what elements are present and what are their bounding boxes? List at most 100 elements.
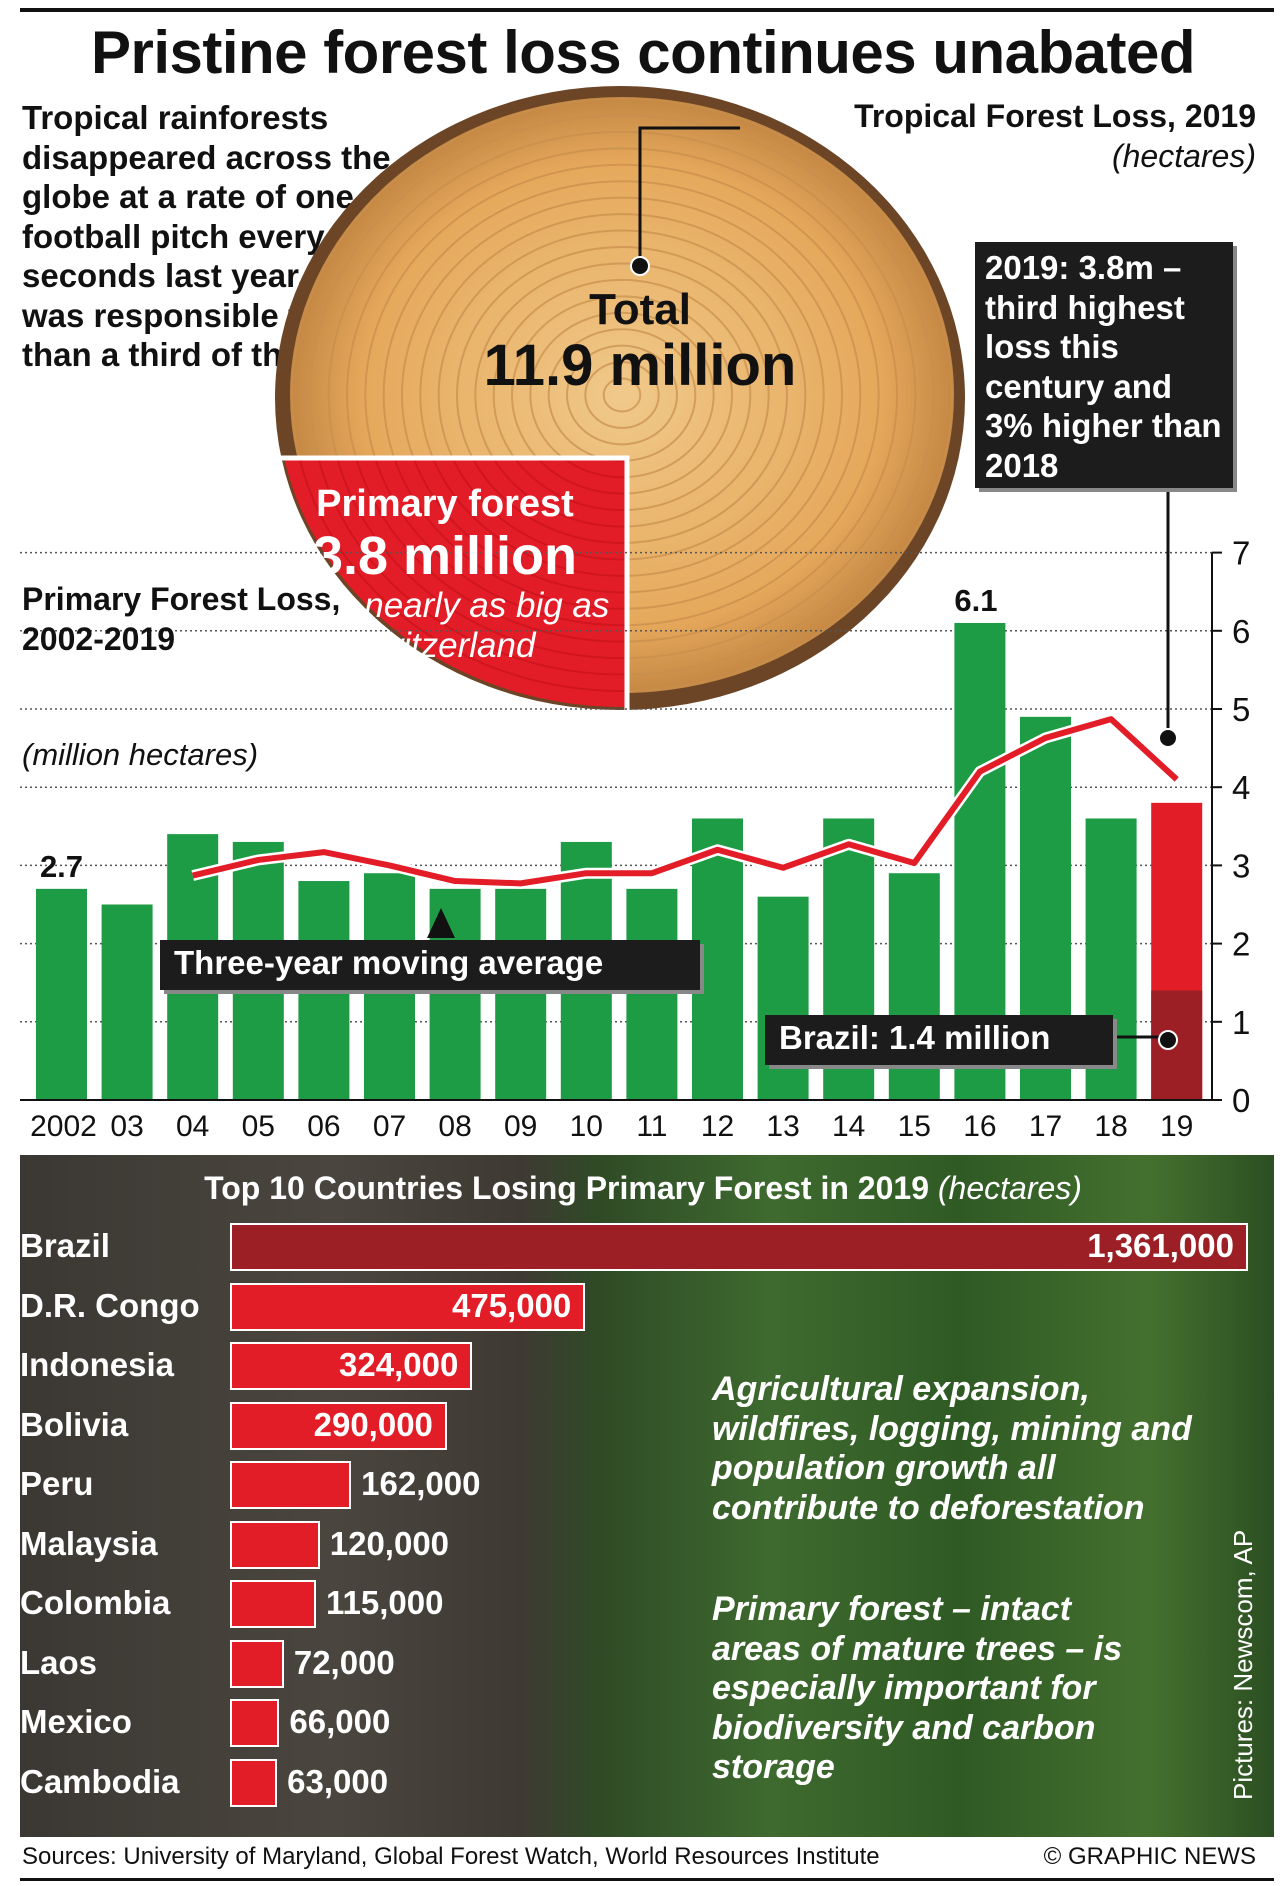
x-tick-label: 05 xyxy=(242,1110,275,1143)
x-tick-label: 08 xyxy=(438,1110,471,1143)
bar-brazil-share xyxy=(1151,990,1203,1100)
x-axis-ticks: 2002 03 04 05 06 07 08 09 10 11 12 13 14 15 16 17 18 19 xyxy=(30,1110,1193,1143)
country-bar xyxy=(230,1282,586,1331)
country-value: 290,000 xyxy=(313,1405,433,1443)
x-tick-label: 13 xyxy=(766,1110,799,1143)
country-bar xyxy=(230,1223,1248,1271)
bar-2002 xyxy=(36,888,87,1100)
country-label: Mexico xyxy=(20,1703,132,1740)
brazil-label: Brazil: 1.4 million xyxy=(765,1015,1113,1065)
country-value: 162,000 xyxy=(361,1465,481,1502)
primary-value: 3.8 million xyxy=(312,526,578,586)
country-label: Bolivia xyxy=(20,1405,129,1443)
bar-13 xyxy=(757,896,809,1100)
x-tick-label: 16 xyxy=(963,1110,996,1143)
country-bar xyxy=(230,1580,317,1628)
y-tick-label: 1 xyxy=(1232,1004,1250,1041)
primary-forest-wedge xyxy=(284,458,627,707)
top-rule xyxy=(20,8,1274,12)
y-tick-label: 7 xyxy=(1232,535,1250,572)
bar-11 xyxy=(626,888,678,1100)
country-bar xyxy=(230,1461,352,1509)
lower-title-unit: (hectares) xyxy=(937,1170,1082,1206)
country-value: 63,000 xyxy=(287,1762,389,1800)
x-tick-label: 19 xyxy=(1160,1110,1193,1143)
note-causes: Agricultural expansion, wildfires, loggi… xyxy=(712,1370,1192,1527)
x-tick-label: 12 xyxy=(701,1110,734,1143)
total-label-text: Total xyxy=(589,285,691,334)
bottom-rule xyxy=(20,1878,1274,1881)
primary-label-text: Primary forest xyxy=(316,483,574,525)
total-value: 11.9 million xyxy=(483,333,797,398)
primary-forest-label: Primary forest 3.8 million Area nearly a… xyxy=(270,483,620,666)
sources: Sources: University of Maryland, Global … xyxy=(22,1843,880,1870)
x-tick-label: 10 xyxy=(570,1110,603,1143)
country-label: Cambodia xyxy=(20,1762,180,1800)
callout-connectors xyxy=(427,490,1178,1050)
total-leader-dot xyxy=(630,256,650,276)
wedge-border xyxy=(262,455,630,798)
y-axis-ticks: 0 1 2 3 4 5 6 7 xyxy=(1211,535,1250,1119)
country-bar xyxy=(230,1639,284,1688)
x-tick-label: 14 xyxy=(832,1110,865,1143)
x-tick-label: 06 xyxy=(307,1110,340,1143)
country-bar xyxy=(230,1758,278,1807)
bar-06 xyxy=(298,881,350,1100)
country-value: 324,000 xyxy=(339,1346,459,1383)
country-label: Malaysia xyxy=(20,1524,158,1562)
country-value: 72,000 xyxy=(293,1643,395,1681)
x-tick-label: 17 xyxy=(1029,1110,1062,1143)
moving-average-path xyxy=(192,716,1179,887)
tropical-loss-title: Tropical Forest Loss, 2019 xyxy=(854,98,1256,134)
left-chart-title: Primary Forest Loss, 2002-2019 xyxy=(22,581,341,657)
y-tick-label: 2 xyxy=(1232,926,1250,963)
lower-title-text: Top 10 Countries Losing Primary Forest i… xyxy=(204,1170,929,1206)
x-tick-label: 15 xyxy=(898,1110,931,1143)
x-tick-label: 2002 xyxy=(30,1110,97,1143)
x-tick-label: 03 xyxy=(110,1110,143,1143)
tropical-loss-unit: (hectares) xyxy=(1111,138,1256,174)
y-tick-label: 4 xyxy=(1232,769,1250,806)
data-label-16: 6.1 xyxy=(954,583,997,618)
country-bar xyxy=(230,1520,320,1569)
left-chart-unit: (million hectares) xyxy=(22,737,259,772)
y-tick-label: 0 xyxy=(1232,1082,1250,1119)
callout-2019: 2019: 3.8m – third highest loss this cen… xyxy=(975,242,1233,488)
page-title: Pristine forest loss continues unabated xyxy=(90,19,1196,86)
country-value: 120,000 xyxy=(329,1524,450,1562)
country-bar xyxy=(230,1342,473,1390)
country-label: Colombia xyxy=(20,1584,171,1621)
y-tick-label: 5 xyxy=(1232,691,1250,728)
country-value: 66,000 xyxy=(289,1703,391,1740)
x-tick-label: 07 xyxy=(373,1110,406,1143)
x-tick-label: 11 xyxy=(636,1110,667,1143)
total-leader-line xyxy=(638,126,735,263)
country-value: 115,000 xyxy=(326,1584,444,1621)
bar-09 xyxy=(495,888,547,1100)
photo-credit: Pictures: Newscom, AP xyxy=(1228,1529,1258,1800)
tree-log-graphic xyxy=(260,86,965,798)
primary-note: Area nearly as big as Switzerland xyxy=(280,586,610,665)
bar-12 xyxy=(692,818,743,1100)
note-primary-forest: Primary forest – intact areas of mature … xyxy=(712,1590,1123,1786)
country-label: Brazil xyxy=(20,1227,110,1264)
country-bar xyxy=(230,1401,447,1450)
lower-chart-title: Top 10 Countries Losing Primary Forest i… xyxy=(0,1170,1286,1207)
x-tick-label: 04 xyxy=(176,1110,209,1143)
total-label: Total 11.9 million xyxy=(470,285,810,397)
data-label-2002: 2.7 xyxy=(40,849,83,884)
country-label: Indonesia xyxy=(20,1346,175,1383)
country-value: 1,361,000 xyxy=(1087,1227,1234,1264)
country-bar xyxy=(230,1699,280,1747)
bar-15 xyxy=(888,873,940,1100)
copyright: © GRAPHIC NEWS xyxy=(1043,1843,1256,1870)
country-label: Laos xyxy=(20,1643,98,1681)
x-tick-label: 18 xyxy=(1094,1110,1127,1143)
data-labels: 2.7 6.1 xyxy=(40,583,998,884)
country-value: 475,000 xyxy=(451,1286,572,1324)
country-label: D.R. Congo xyxy=(20,1286,200,1324)
x-tick-label: 09 xyxy=(504,1110,537,1143)
moving-average-label: Three-year moving average xyxy=(160,940,700,990)
bar-03 xyxy=(101,904,153,1100)
y-tick-label: 6 xyxy=(1232,613,1250,650)
